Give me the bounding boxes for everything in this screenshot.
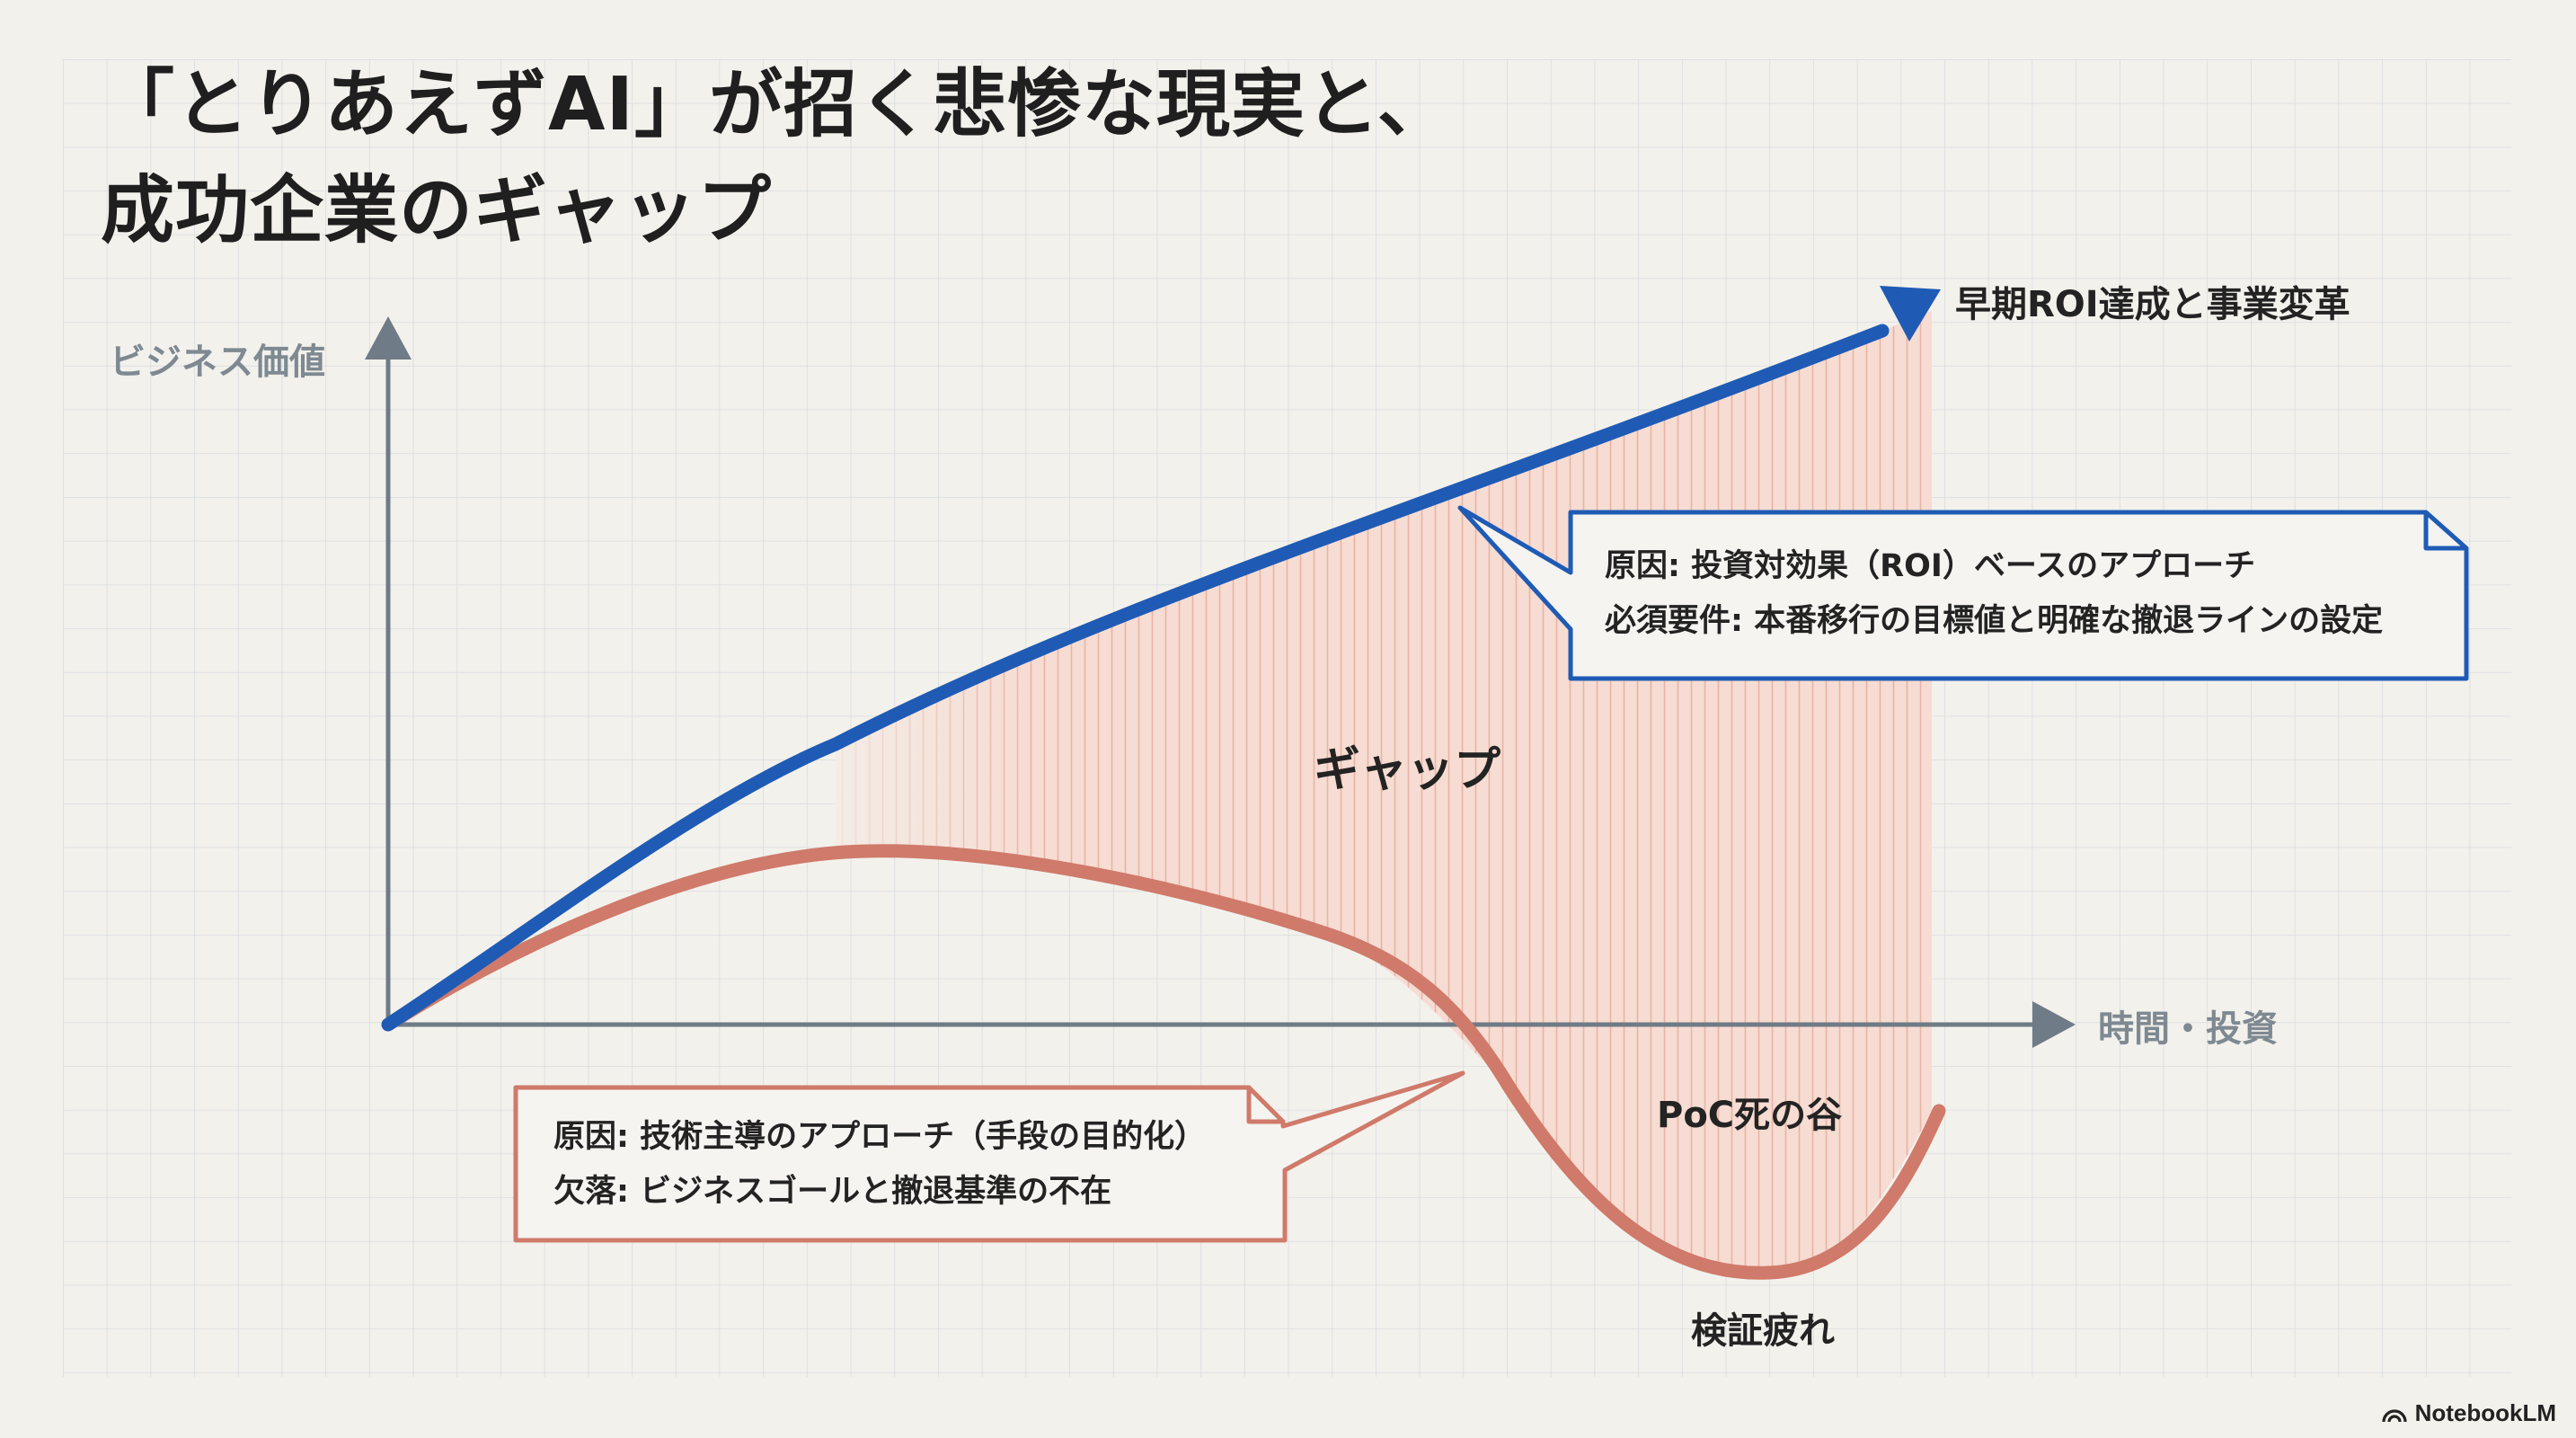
notebooklm-icon	[2381, 1408, 2407, 1422]
success-callout-box	[1457, 505, 2469, 681]
gap-label: ギャップ	[1314, 743, 1501, 797]
x-axis-arrowhead	[2032, 1001, 2076, 1048]
success-callout-fold	[2423, 512, 2466, 551]
success-callout: 原因: 投資対効果（ROI）ベースのアプローチ 必須要件: 本番移行の目標値と明…	[1605, 539, 2383, 649]
page-title: 「とりあえずAI」が招く悲惨な現実と、 成功企業のギャップ	[101, 52, 1452, 264]
brand-logo: NotebookLM	[2381, 1399, 2556, 1427]
x-axis-label: 時間・投資	[2098, 1008, 2278, 1050]
y-axis-arrowhead	[365, 316, 412, 360]
failure-callout-missing: 欠落: ビジネスゴールと撤退基準の不在	[553, 1174, 1112, 1210]
brand-name: NotebookLM	[2414, 1399, 2556, 1426]
failure-curve	[381, 844, 1946, 1280]
success-curve-arrowhead	[1880, 286, 1941, 342]
y-axis-label: ビジネス価値	[110, 342, 325, 383]
valley-label: PoC死の谷	[1657, 1095, 1843, 1136]
title-line-2: 成功企業のギャップ	[101, 168, 773, 253]
fatigue-label: 検証疲れ	[1691, 1310, 1835, 1352]
success-end-label: 早期ROI達成と事業変革	[1955, 284, 2350, 325]
success-callout-cause: 原因: 投資対効果（ROI）ベースのアプローチ	[1605, 548, 2256, 584]
failure-callout: 原因: 技術主導のアプローチ（手段の目的化） 欠落: ビジネスゴールと撤退基準の…	[553, 1110, 1206, 1220]
success-callout-requirement: 必須要件: 本番移行の目標値と明確な撤退ラインの設定	[1605, 603, 2384, 639]
success-curve	[381, 324, 1890, 1032]
failure-callout-box	[513, 1070, 1465, 1243]
failure-callout-cause: 原因: 技術主導のアプローチ（手段の目的化）	[553, 1119, 1207, 1155]
title-line-1: 「とりあえずAI」が招く悲惨な現実と、	[101, 62, 1452, 147]
failure-callout-fold	[1246, 1087, 1283, 1124]
